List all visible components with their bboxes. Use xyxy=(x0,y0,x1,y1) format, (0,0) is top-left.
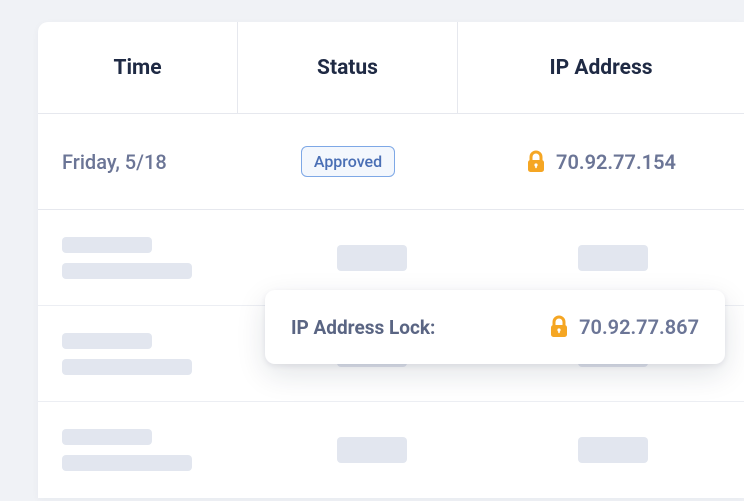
skeleton-bar xyxy=(337,437,407,463)
skeleton-bar xyxy=(62,429,152,445)
lock-icon xyxy=(549,315,569,339)
activity-table: Time Status IP Address Friday, 5/18 Appr… xyxy=(38,22,744,498)
cell-status: Approved xyxy=(238,146,458,177)
table-header-row: Time Status IP Address xyxy=(38,22,744,114)
lock-icon xyxy=(526,150,546,174)
column-header-status: Status xyxy=(238,22,458,113)
skeleton-bar xyxy=(337,245,407,271)
skeleton-bar xyxy=(62,359,192,375)
column-header-ip: IP Address xyxy=(458,22,744,113)
tooltip-label: IP Address Lock: xyxy=(291,316,435,339)
column-header-time: Time xyxy=(38,22,238,113)
skeleton-bar xyxy=(578,437,648,463)
table-row-skeleton xyxy=(38,402,744,498)
time-text: Friday, 5/18 xyxy=(62,150,167,174)
cell-time: Friday, 5/18 xyxy=(38,150,238,174)
cell-ip: 70.92.77.154 xyxy=(458,150,744,174)
skeleton-bar xyxy=(62,333,152,349)
skeleton-bar xyxy=(62,237,152,253)
skeleton-bar xyxy=(62,263,192,279)
ip-text: 70.92.77.154 xyxy=(556,150,676,174)
status-badge: Approved xyxy=(301,146,395,177)
table-row: Friday, 5/18 Approved 70.92.77.154 xyxy=(38,114,744,210)
skeleton-bar xyxy=(62,455,192,471)
tooltip-ip-text: 70.92.77.867 xyxy=(579,315,699,339)
ip-lock-tooltip: IP Address Lock: 70.92.77.867 xyxy=(265,290,725,364)
skeleton-bar xyxy=(578,245,648,271)
